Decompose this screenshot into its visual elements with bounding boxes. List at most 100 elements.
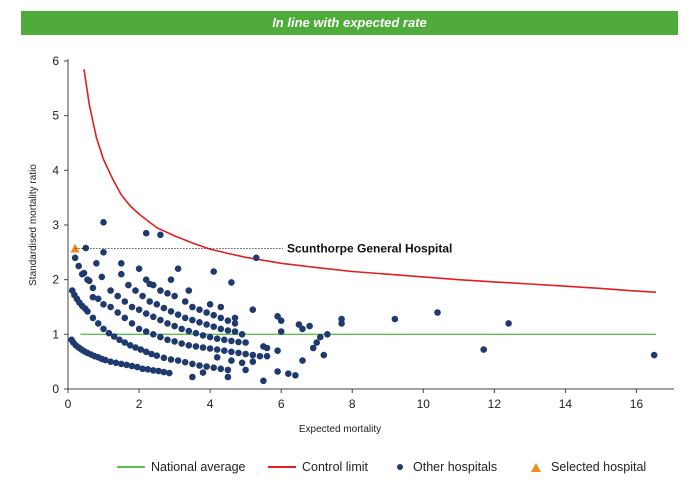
hospital-point — [309, 344, 317, 352]
hospital-point — [228, 348, 235, 356]
hospital-point — [228, 357, 235, 364]
hospital-point — [263, 344, 271, 352]
hospital-point — [217, 303, 225, 311]
hospital-point — [153, 352, 161, 360]
legend-other-hospitals-label: Other hospitals — [413, 460, 498, 474]
hospital-point — [114, 309, 121, 316]
hospital-point — [121, 298, 129, 305]
hospital-point — [102, 356, 109, 364]
control-limit-curve — [83, 69, 657, 293]
hospital-point — [277, 317, 285, 325]
hospital-point — [224, 317, 232, 325]
selected-hospital-annotation: Scunthorpe General Hospital — [287, 242, 452, 256]
hospital-point — [210, 364, 217, 372]
legend-other-hospitals[interactable]: Other hospitals — [397, 456, 497, 478]
y-tick-label: 4 — [52, 163, 59, 177]
hospital-point — [118, 360, 125, 368]
hospital-point — [231, 320, 239, 327]
legend-selected-hospital[interactable]: Selected hospital — [531, 456, 646, 478]
hospital-point — [217, 325, 225, 333]
hospital-point — [249, 358, 257, 366]
hospital-point — [135, 306, 143, 314]
hospital-point — [213, 335, 221, 343]
hospital-point — [100, 301, 107, 308]
hospital-point — [146, 298, 153, 305]
hospital-point — [181, 298, 189, 305]
hospital-point — [185, 287, 193, 294]
hospital-point — [224, 373, 232, 381]
hospital-point — [110, 333, 118, 340]
hospital-point — [196, 319, 203, 326]
hospital-point — [93, 260, 100, 267]
hospital-point — [125, 281, 132, 289]
hospital-point — [107, 358, 114, 366]
hospital-point — [192, 343, 200, 350]
hospital-point — [391, 315, 399, 323]
hospital-point — [142, 310, 150, 317]
hospital-point — [217, 365, 225, 373]
hospital-point — [480, 346, 488, 353]
hospital-point — [84, 308, 91, 315]
hospital-point — [221, 347, 228, 355]
hospital-point — [224, 366, 232, 374]
hospital-point — [174, 311, 182, 319]
hospital-point — [167, 356, 175, 363]
hospital-point — [107, 303, 114, 311]
hospital-point — [142, 328, 150, 335]
hospital-point — [206, 301, 214, 308]
hospital-point — [324, 331, 331, 338]
hospital-point — [157, 231, 164, 239]
hospital-point — [164, 290, 171, 297]
hospital-point — [71, 254, 79, 262]
hospital-point — [153, 301, 161, 308]
hospital-point — [100, 219, 107, 226]
hospital-point — [277, 328, 285, 335]
hospital-point — [144, 366, 152, 373]
hospital-point — [128, 320, 136, 327]
hospital-point — [434, 309, 441, 316]
hospital-point — [118, 270, 125, 278]
x-axis-label: Expected mortality — [299, 424, 381, 435]
hospital-point — [210, 323, 217, 331]
hospital-point — [260, 377, 267, 385]
hospital-point — [94, 295, 102, 303]
hospital-point — [338, 315, 345, 323]
hospital-point — [242, 339, 249, 346]
hospital-point — [199, 332, 207, 339]
hospital-point — [199, 369, 207, 376]
legend-control-limit[interactable]: Control limit — [268, 456, 368, 478]
x-tick-label: 6 — [278, 397, 285, 411]
hospital-point — [295, 321, 303, 328]
hospital-point — [274, 368, 281, 375]
hospital-point — [167, 276, 175, 284]
hospital-point — [164, 336, 171, 344]
red-line-swatch-icon — [268, 466, 296, 468]
hospital-point — [150, 331, 157, 338]
x-tick-label: 10 — [417, 397, 431, 411]
hospital-point — [150, 313, 157, 321]
y-axis-label: Standardised mortality ratio — [28, 164, 39, 286]
hospital-point — [235, 338, 242, 346]
hospital-point — [135, 325, 143, 333]
hospital-point — [196, 362, 203, 369]
hospital-point — [178, 325, 185, 333]
hospital-point — [285, 370, 292, 378]
hospital-point — [128, 303, 136, 311]
hospital-point — [235, 349, 242, 357]
hospital-point — [203, 321, 210, 328]
hospital-point — [121, 339, 129, 346]
hospital-point — [75, 262, 82, 270]
hospital-point — [80, 269, 88, 277]
hospital-point — [155, 367, 162, 375]
hospital-point — [256, 352, 264, 360]
hospital-point — [100, 249, 107, 256]
hospital-point — [178, 340, 185, 347]
legend-national-average[interactable]: National average — [117, 456, 246, 478]
hospital-point — [105, 329, 113, 337]
hospital-point — [320, 351, 328, 359]
hospital-point — [89, 284, 97, 292]
hospital-point — [299, 357, 306, 364]
hospital-point — [274, 313, 281, 320]
hospital-point — [148, 350, 155, 358]
hospital-point — [252, 254, 260, 262]
